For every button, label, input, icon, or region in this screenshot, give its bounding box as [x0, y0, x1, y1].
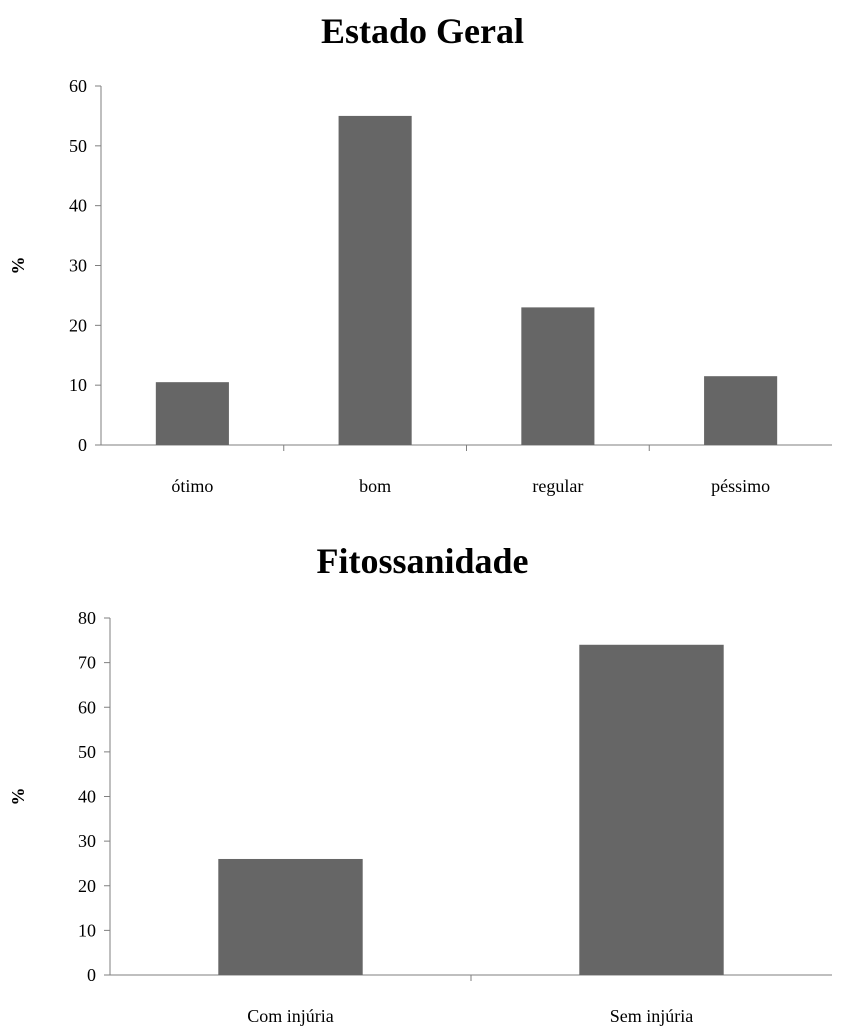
x-category-label: Sem injúria	[610, 1006, 694, 1026]
y-tick-label: 40	[78, 787, 96, 807]
y-tick-label: 0	[78, 435, 87, 455]
bar	[155, 382, 229, 445]
y-tick-label: 10	[69, 375, 87, 395]
y-tick-label: 70	[78, 653, 96, 673]
y-tick-label: 0	[87, 965, 96, 985]
y-tick-label: 60	[69, 76, 87, 96]
y-axis-title: %	[8, 788, 28, 806]
bar	[218, 858, 363, 975]
y-tick-label: 30	[78, 831, 96, 851]
x-category-label: bom	[359, 476, 391, 496]
y-tick-label: 50	[78, 742, 96, 762]
y-tick-label: 10	[78, 920, 96, 940]
y-tick-label: 50	[69, 136, 87, 156]
bar	[704, 376, 778, 445]
y-tick-label: 60	[78, 697, 96, 717]
y-tick-label: 20	[69, 315, 87, 335]
x-category-label: ótimo	[171, 476, 213, 496]
chart-estado-geral-svg: 0 10 20 30 40 50 60% ótimo bom regular péssimo	[8, 76, 832, 496]
y-tick-label: 80	[78, 608, 96, 628]
x-category-label: regular	[532, 476, 583, 496]
chart-fitossanidade-svg: 0 10 20 30 40 50 60 70 80% Com injúria Sem injúria	[8, 608, 832, 1026]
bar	[521, 307, 595, 445]
chart-title: Estado Geral	[321, 11, 524, 51]
y-tick-label: 30	[69, 256, 87, 276]
chart-estado-geral: Estado Geral 0 10 20 30 40 50 60% ótimo bom regul…	[0, 0, 845, 510]
chart-title: Fitossanidade	[316, 541, 529, 581]
bar	[338, 115, 412, 446]
chart-fitossanidade: Fitossanidade 0 10 20 30 40 50 60 70 80% Com injú…	[0, 530, 845, 1026]
y-tick-label: 40	[69, 196, 87, 216]
y-tick-label: 20	[78, 876, 96, 896]
x-category-label: péssimo	[711, 476, 770, 496]
y-axis-title: %	[8, 257, 28, 275]
x-category-label: Com injúria	[247, 1006, 334, 1026]
bar	[579, 644, 724, 975]
